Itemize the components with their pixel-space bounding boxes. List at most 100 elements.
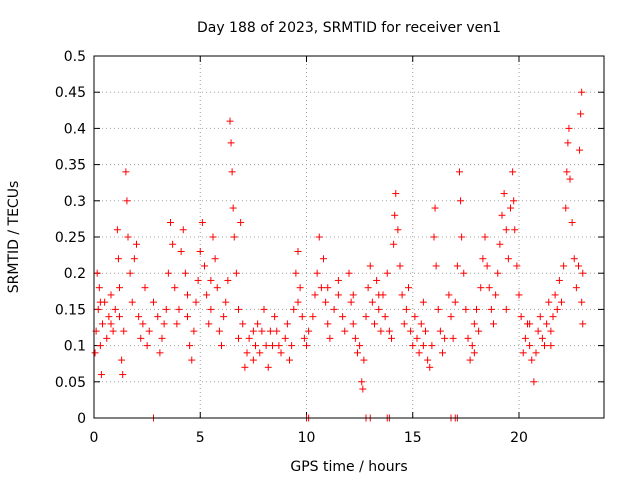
data-point	[481, 233, 489, 241]
data-point	[226, 117, 234, 125]
data-point	[375, 305, 383, 313]
data-point	[456, 168, 463, 176]
data-point	[547, 342, 555, 350]
data-point	[175, 305, 183, 313]
data-point	[558, 298, 565, 306]
data-point	[575, 262, 582, 270]
data-point	[532, 349, 540, 357]
data-point	[264, 363, 272, 371]
data-point	[324, 284, 332, 292]
data-point	[494, 269, 502, 277]
data-point	[549, 313, 557, 321]
data-point	[292, 269, 300, 277]
data-point	[453, 262, 461, 270]
data-point	[309, 313, 317, 321]
data-point	[470, 349, 478, 357]
data-point	[116, 313, 123, 321]
data-point	[150, 298, 157, 306]
axis-ticks: 0 0.05 0.1 0.15 0.2 0.25 0.3 0.35 0.4 0.45 0.5 0 5 10…	[55, 49, 604, 446]
data-point	[179, 226, 187, 234]
y-tick-label: 0.2	[64, 266, 86, 282]
data-point	[487, 305, 495, 313]
data-point	[139, 320, 147, 328]
data-point	[232, 269, 240, 277]
data-point	[431, 204, 439, 212]
data-point	[186, 342, 194, 350]
data-point	[160, 320, 168, 328]
data-point	[509, 168, 517, 176]
data-point	[426, 363, 434, 371]
data-point	[398, 291, 406, 299]
data-point	[256, 349, 264, 357]
data-point	[224, 276, 232, 284]
data-point	[235, 334, 242, 342]
data-point	[358, 378, 366, 386]
data-point	[96, 298, 104, 306]
data-point	[227, 139, 235, 147]
data-point	[158, 334, 166, 342]
data-point	[213, 284, 221, 292]
data-point	[243, 349, 251, 357]
data-point	[441, 334, 449, 342]
data-point	[354, 349, 361, 357]
data-point	[498, 211, 506, 219]
data-point	[164, 269, 172, 277]
data-point	[553, 305, 561, 313]
data-point	[275, 342, 283, 350]
data-point	[303, 342, 310, 350]
data-point	[572, 284, 580, 292]
data-point	[391, 211, 399, 219]
data-point	[521, 334, 529, 342]
data-point	[528, 356, 536, 364]
data-point	[424, 356, 432, 364]
data-point	[313, 269, 321, 277]
data-point	[359, 385, 367, 393]
data-point	[483, 262, 491, 270]
data-point	[511, 226, 519, 234]
data-point	[93, 269, 101, 277]
data-point	[120, 327, 128, 335]
data-point	[545, 298, 553, 306]
data-point	[258, 327, 266, 335]
data-point	[485, 284, 493, 292]
data-point	[211, 255, 219, 263]
data-point	[356, 342, 364, 350]
data-point	[271, 313, 279, 321]
data-point	[462, 305, 470, 313]
data-point	[460, 269, 468, 277]
data-point	[260, 305, 268, 313]
data-point	[447, 313, 455, 321]
data-point	[411, 313, 419, 321]
data-points	[91, 88, 587, 422]
data-point	[334, 276, 342, 284]
data-point	[220, 313, 228, 321]
data-point	[203, 291, 211, 299]
data-point	[504, 255, 512, 263]
data-point	[490, 320, 497, 328]
data-point	[290, 305, 298, 313]
data-point	[114, 255, 122, 263]
data-point	[113, 226, 121, 234]
data-point	[171, 284, 179, 292]
data-point	[422, 327, 429, 335]
data-point	[341, 327, 349, 335]
data-point	[296, 284, 304, 292]
data-point	[566, 175, 574, 183]
data-point	[288, 342, 296, 350]
data-point	[177, 247, 185, 255]
data-point	[507, 204, 514, 212]
data-point	[237, 219, 245, 227]
data-point	[235, 305, 242, 313]
data-point	[298, 313, 306, 321]
data-point	[119, 371, 127, 379]
data-point	[360, 356, 368, 364]
data-point	[126, 269, 134, 277]
data-point	[194, 276, 202, 284]
data-point	[339, 313, 347, 321]
data-point	[394, 226, 402, 234]
data-point	[445, 291, 453, 299]
data-point	[385, 327, 393, 335]
data-point	[543, 320, 551, 328]
data-point	[349, 291, 357, 299]
